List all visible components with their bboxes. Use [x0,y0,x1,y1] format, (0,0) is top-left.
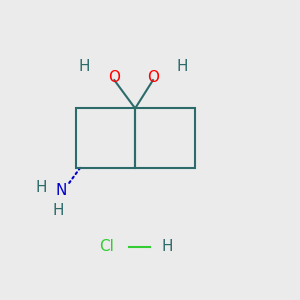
Text: H: H [79,59,90,74]
Text: H: H [52,203,64,218]
Text: O: O [147,70,159,85]
Text: Cl: Cl [100,239,114,254]
Text: H: H [36,180,47,195]
Bar [76,108,135,168]
Text: H: H [177,59,188,74]
Text: H: H [162,239,173,254]
Text: O: O [108,70,120,85]
Text: N: N [55,183,67,198]
Bar [135,108,195,168]
